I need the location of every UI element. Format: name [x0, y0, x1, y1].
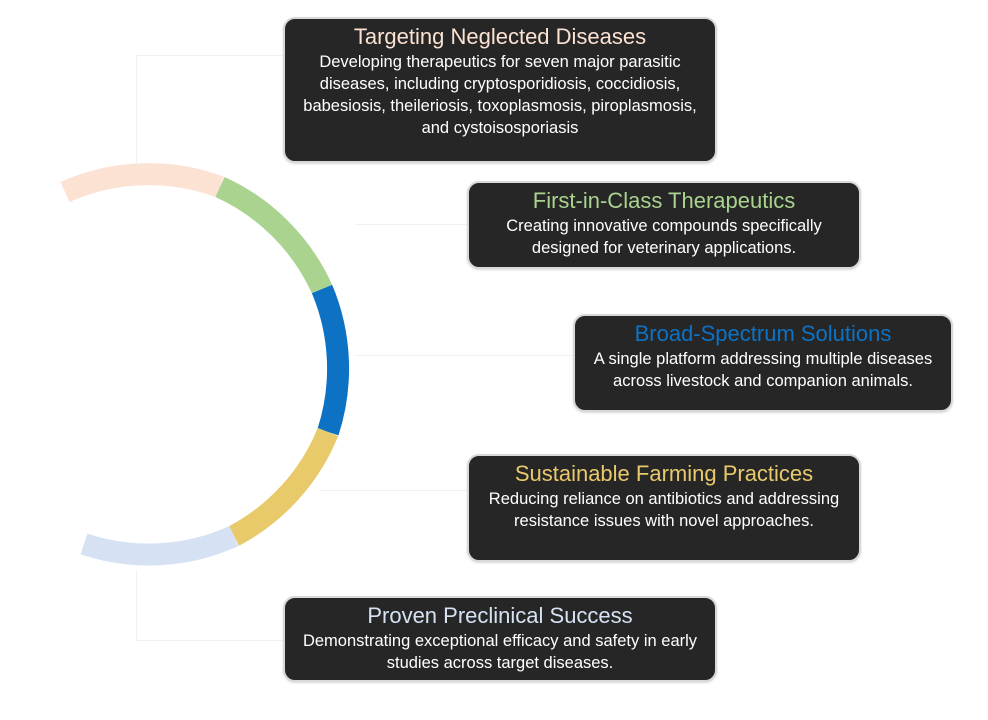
card-description: A single platform addressing multiple di… [593, 350, 933, 390]
card-title: First-in-Class Therapeutics [532, 188, 796, 213]
card-description: Creating innovative compounds specifical… [506, 217, 822, 257]
card-proven-preclinical-success: Proven Preclinical Success Demonstrating… [283, 596, 717, 682]
card-broad-spectrum-solutions: Broad-Spectrum Solutions A single platfo… [573, 314, 953, 412]
card-title: Proven Preclinical Success [367, 603, 633, 628]
card-first-in-class-therapeutics: First-in-Class Therapeutics Creating inn… [467, 181, 861, 269]
connector-4 [320, 490, 470, 491]
connector-2 [355, 224, 470, 225]
ring-segment-2 [215, 176, 333, 294]
card-title: Targeting Neglected Diseases [353, 24, 647, 49]
ring-segment-3 [311, 284, 350, 436]
card-title: Broad-Spectrum Solutions [634, 321, 892, 346]
connector-3 [355, 355, 575, 356]
card-title: Sustainable Farming Practices [514, 461, 814, 486]
ring-segment-1 [60, 163, 224, 203]
connector-1-drop [136, 55, 137, 165]
ring-segment-4 [228, 427, 339, 546]
card-description: Developing therapeutics for seven major … [303, 53, 697, 137]
connector-5 [136, 640, 286, 641]
card-targeting-neglected-diseases: Targeting Neglected Diseases Developing … [283, 17, 717, 163]
card-description: Demonstrating exceptional efficacy and s… [302, 632, 698, 672]
connector-1 [136, 55, 286, 56]
connector-5-rise [136, 570, 137, 640]
card-description: Reducing reliance on antibiotics and add… [488, 490, 840, 530]
card-sustainable-farming-practices: Sustainable Farming Practices Reducing r… [467, 454, 861, 562]
ring-segment-5 [80, 525, 239, 566]
